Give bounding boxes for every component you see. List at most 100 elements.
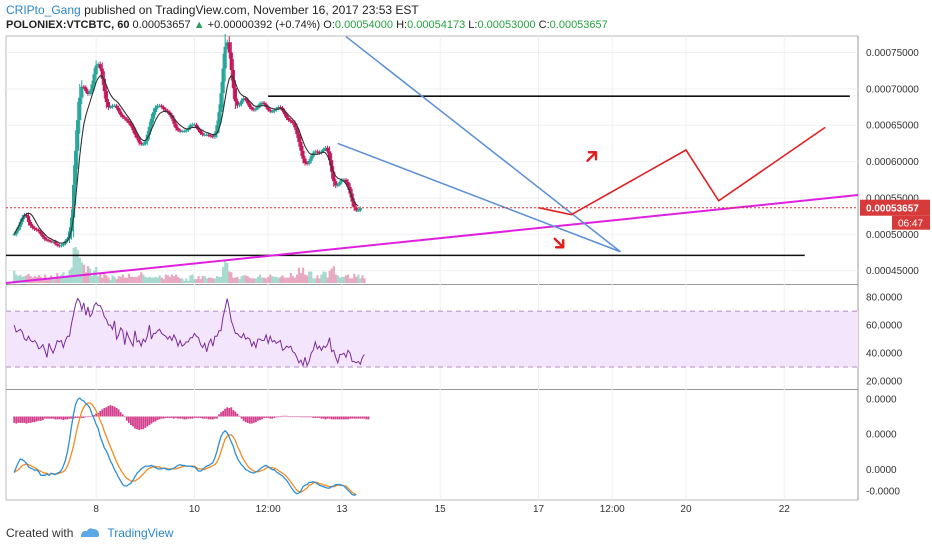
candle-body bbox=[26, 216, 31, 222]
candle-body bbox=[295, 127, 299, 134]
x-tick-label: 22 bbox=[779, 504, 791, 515]
candle-body bbox=[196, 127, 201, 131]
price-tick-label: 0.00045000 bbox=[866, 266, 919, 277]
candle-body bbox=[127, 120, 131, 124]
candle-body bbox=[205, 134, 209, 136]
volume-bar bbox=[306, 275, 309, 283]
volume-bar bbox=[215, 276, 219, 283]
macd-histogram-bar bbox=[44, 416, 46, 419]
volume-bar bbox=[199, 279, 202, 283]
candle-body bbox=[334, 181, 338, 186]
candle-body bbox=[164, 109, 168, 111]
macd-histogram-bar bbox=[306, 416, 308, 418]
candle-body bbox=[12, 234, 16, 236]
macd-histogram-bar bbox=[265, 416, 268, 418]
volume-bar bbox=[148, 276, 151, 283]
x-tick-label: 20 bbox=[680, 504, 692, 515]
macd-histogram-bar bbox=[367, 416, 370, 420]
x-tick-label: 8 bbox=[93, 504, 99, 515]
volume-bar bbox=[152, 277, 155, 283]
macd-histogram-bar bbox=[132, 416, 134, 427]
macd-histogram-bar bbox=[191, 416, 194, 419]
price-chart[interactable]: 8 10 12:00 13 15 17 12:00 20 22 0.00075000 0.00070… bbox=[0, 34, 932, 522]
tradingview-logo-icon bbox=[81, 528, 100, 537]
macd-histogram-bar bbox=[175, 416, 177, 418]
candle-body bbox=[47, 240, 51, 242]
candle-body bbox=[254, 108, 258, 110]
volume-bar bbox=[103, 273, 106, 283]
macd-tick-label: 0.0000 bbox=[866, 430, 897, 441]
macd-histogram-bar bbox=[121, 414, 124, 417]
candle-body bbox=[332, 171, 336, 182]
macd-histogram-bar bbox=[269, 416, 272, 419]
candle-body bbox=[88, 91, 92, 94]
macd-histogram-bar bbox=[144, 416, 147, 428]
countdown-tag-text: 06:47 bbox=[898, 219, 923, 230]
macd-histogram-bar bbox=[74, 416, 77, 418]
macd-histogram-bar bbox=[302, 416, 304, 418]
macd-histogram-bar bbox=[17, 416, 20, 423]
volume-bar bbox=[224, 260, 227, 283]
macd-histogram-bar bbox=[183, 416, 186, 420]
candle-body bbox=[155, 105, 160, 108]
macd-histogram-bar bbox=[31, 416, 34, 423]
volume-bar bbox=[82, 264, 86, 283]
volume-bar bbox=[340, 276, 344, 283]
volume-bar bbox=[301, 267, 305, 283]
candle-body bbox=[24, 214, 29, 217]
volume-bar bbox=[332, 266, 335, 283]
macd-histogram-bar bbox=[316, 416, 319, 418]
macd-histogram-bar bbox=[228, 408, 231, 417]
candle-body bbox=[178, 130, 182, 132]
macd-histogram-bar bbox=[246, 416, 249, 423]
red-down-arrow-icon bbox=[553, 237, 565, 249]
volume-bar bbox=[326, 277, 329, 283]
volume-bar bbox=[172, 276, 176, 283]
macd-histogram-bar bbox=[259, 416, 261, 421]
candle-body bbox=[327, 151, 332, 161]
candle-body bbox=[293, 123, 297, 128]
volume-bar bbox=[189, 275, 192, 283]
macd-histogram-bar bbox=[33, 416, 36, 423]
tradingview-brand-link[interactable]: TradingView bbox=[107, 526, 174, 540]
macd-histogram-bar bbox=[41, 416, 44, 421]
volume-bar bbox=[203, 276, 206, 283]
volume-bar bbox=[271, 276, 274, 283]
volume-bar bbox=[23, 276, 26, 283]
macd-histogram-bar bbox=[273, 416, 276, 418]
macd-histogram-bar bbox=[76, 416, 79, 418]
candle-body bbox=[137, 138, 141, 143]
volume-bar bbox=[355, 276, 358, 283]
volume-bar bbox=[277, 277, 280, 283]
macd-histogram-bar bbox=[160, 416, 163, 419]
candle-body bbox=[166, 110, 170, 113]
macd-histogram-bar bbox=[242, 416, 245, 421]
volume-bar bbox=[283, 277, 286, 283]
macd-histogram-bar bbox=[68, 416, 71, 419]
macd-histogram-bar bbox=[21, 416, 24, 423]
candle-body bbox=[325, 147, 330, 152]
open-value: 0.00054000 bbox=[334, 19, 394, 31]
macd-histogram-bar bbox=[27, 416, 30, 423]
author-link[interactable]: CRIPto_Gang bbox=[6, 3, 81, 17]
candle-body bbox=[18, 221, 22, 228]
macd-histogram-bar bbox=[170, 416, 173, 418]
volume-bar bbox=[179, 278, 182, 283]
volume-bar bbox=[125, 277, 129, 283]
candle-body bbox=[250, 107, 254, 110]
volume-bar bbox=[105, 275, 108, 283]
volume-bar bbox=[265, 278, 268, 283]
candle-body bbox=[102, 78, 106, 92]
macd-histogram-bar bbox=[70, 416, 73, 419]
candle-body bbox=[239, 100, 244, 105]
candle-body bbox=[346, 181, 350, 188]
volume-bar bbox=[109, 279, 112, 283]
candle-body bbox=[284, 114, 289, 118]
volume-bar bbox=[308, 271, 311, 283]
macd-histogram-bar bbox=[93, 415, 95, 417]
macd-histogram-bar bbox=[216, 416, 218, 419]
volume-bar bbox=[211, 278, 215, 283]
candle-body bbox=[194, 124, 199, 128]
last-price-tag-text: 0.00053657 bbox=[866, 204, 919, 215]
candle-body bbox=[297, 133, 301, 142]
